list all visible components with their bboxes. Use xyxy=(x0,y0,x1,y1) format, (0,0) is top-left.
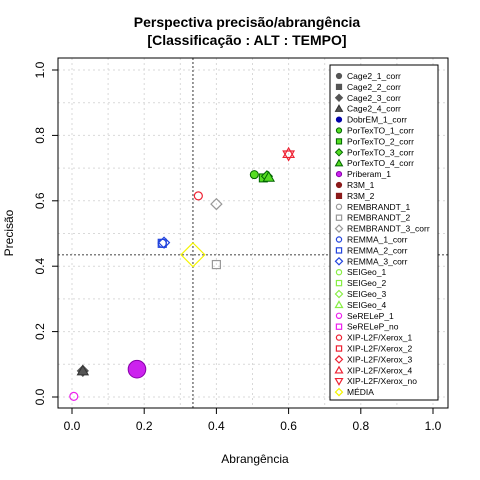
legend-marker xyxy=(335,116,343,123)
data-point xyxy=(211,259,221,270)
legend-label: DobrEM_1_corr xyxy=(347,115,407,125)
legend-marker xyxy=(335,312,343,319)
legend-label: R3M_1 xyxy=(347,180,375,190)
legend-marker xyxy=(334,224,344,233)
legend-label: XIP-L2F/Xerox_no xyxy=(347,376,417,386)
legend: Cage2_1_corrCage2_2_corrCage2_3_corrCage… xyxy=(329,64,439,401)
legend-label: SEIGeo_4 xyxy=(347,300,386,310)
legend-marker xyxy=(335,334,343,341)
data-point xyxy=(76,364,90,376)
legend-label: XIP-L2F/Xerox_3 xyxy=(347,354,412,364)
legend-marker xyxy=(334,256,344,266)
x-tick-label: 0.0 xyxy=(64,419,81,433)
data-point xyxy=(157,236,171,249)
legend-label: SeRELeP_1 xyxy=(347,311,394,321)
data-point xyxy=(249,170,259,180)
legend-marker xyxy=(335,203,343,210)
legend-label: Priberam_1 xyxy=(347,169,391,179)
legend-label: REMBRANDT_1 xyxy=(347,202,411,212)
legend-label: XIP-L2F/Xerox_4 xyxy=(347,365,412,375)
legend-marker xyxy=(334,158,344,167)
legend-marker xyxy=(335,247,343,254)
axis-ticks: 0.0 0.2 0.4 0.6 0.8 1.0 0.0 0.2 0.4 0.6 0.8 1.0 xyxy=(33,61,442,433)
legend-label: SeRELeP_no xyxy=(347,322,399,332)
legend-marker xyxy=(335,83,343,91)
y-axis-label: Precisão xyxy=(2,209,16,256)
legend-marker xyxy=(334,355,344,364)
x-tick-label: 0.2 xyxy=(136,419,153,433)
legend-marker xyxy=(334,104,344,112)
legend-marker xyxy=(335,127,343,134)
legend-marker xyxy=(335,345,343,352)
legend-box xyxy=(329,64,439,401)
legend-marker xyxy=(335,171,343,178)
data-point xyxy=(180,242,206,268)
x-tick-label: 0.8 xyxy=(352,419,369,433)
legend-marker xyxy=(335,72,343,80)
chart-subtitle: [Classificação : ALT : TEMPO] xyxy=(147,32,346,48)
legend-label: REMMA_1_corr xyxy=(347,235,408,245)
chart-title: Perspectiva precisão/abrangência xyxy=(134,14,361,30)
y-tick-label: 0.4 xyxy=(33,258,47,275)
legend-label: PorTexTO_2_corr xyxy=(347,136,414,146)
legend-marker xyxy=(335,138,343,145)
legend-label: R3M_2 xyxy=(347,191,375,201)
y-tick-label: 0.0 xyxy=(33,388,47,405)
legend-marker xyxy=(335,323,343,330)
x-tick-label: 0.4 xyxy=(208,419,225,433)
legend-label: MÉDIA xyxy=(347,387,374,397)
legend-marker xyxy=(335,236,343,243)
y-tick-label: 1.0 xyxy=(33,61,47,78)
legend-marker xyxy=(334,289,344,299)
legend-marker xyxy=(334,377,344,386)
legend-label: XIP-L2F/Xerox_1 xyxy=(347,333,412,343)
x-axis-label: Abrangência xyxy=(221,452,289,466)
legend-marker xyxy=(335,192,343,200)
legend-marker xyxy=(335,214,343,221)
legend-label: SEIGeo_3 xyxy=(347,289,386,299)
legend-label: Cage2_1_corr xyxy=(347,71,401,81)
legend-label: REMBRANDT_2 xyxy=(347,213,411,223)
legend-marker xyxy=(334,387,344,397)
legend-marker xyxy=(335,279,343,287)
x-tick-label: 1.0 xyxy=(425,419,442,433)
legend-label: SEIGeo_1 xyxy=(347,267,386,277)
legend-label: Cage2_4_corr xyxy=(347,104,401,114)
legend-label: REMMA_3_corr xyxy=(347,256,408,266)
legend-label: PorTexTO_3_corr xyxy=(347,147,414,157)
legend-label: REMBRANDT_3_corr xyxy=(347,224,430,234)
data-points xyxy=(69,146,296,401)
legend-marker xyxy=(335,181,343,189)
x-tick-label: 0.6 xyxy=(280,419,297,433)
y-tick-label: 0.2 xyxy=(33,323,47,340)
legend-label: Cage2_3_corr xyxy=(347,93,401,103)
legend-label: PorTexTO_1_corr xyxy=(347,126,414,136)
data-point xyxy=(69,391,79,401)
data-point xyxy=(282,146,296,159)
legend-label: XIP-L2F/Xerox_2 xyxy=(347,344,412,354)
y-tick-label: 0.8 xyxy=(33,127,47,144)
plot-frame xyxy=(57,57,449,409)
legend-label: Cage2_2_corr xyxy=(347,82,401,92)
legend-label: PorTexTO_4_corr xyxy=(347,158,414,168)
legend-label: SEIGeo_2 xyxy=(347,278,386,288)
legend-marker xyxy=(334,148,344,157)
legend-label: REMMA_2_corr xyxy=(347,245,408,255)
data-point xyxy=(262,170,276,182)
legend-marker xyxy=(334,365,344,374)
legend-marker xyxy=(334,93,344,103)
data-point xyxy=(193,191,203,201)
legend-marker xyxy=(335,269,343,276)
y-tick-label: 0.6 xyxy=(33,192,47,209)
legend-marker xyxy=(334,300,344,309)
data-point xyxy=(210,197,223,211)
data-point xyxy=(282,150,296,162)
data-point xyxy=(127,359,147,379)
